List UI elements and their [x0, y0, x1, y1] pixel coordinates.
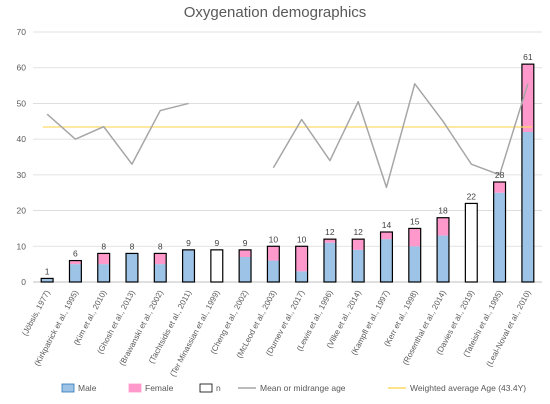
bar-female-7: [239, 249, 252, 257]
mean-age-line-segment-0: [46, 102, 189, 165]
y-axis-ticks: 0 10 20 30 40 50 60 70: [17, 27, 27, 287]
bar-n-outline-14: [436, 217, 450, 283]
bar-n-outline-8: [266, 245, 280, 283]
legend-swatch-n: [199, 383, 213, 393]
x-category-label-0: (Jöbsis, 1977): [20, 288, 52, 337]
bar-n-outline-0: [40, 277, 54, 283]
bar-n-outline-7: [238, 249, 252, 283]
y-tick-label-10: 10: [17, 241, 27, 251]
legend-label-mean-age: Mean or midrange age: [260, 383, 346, 393]
n-label-15: 22: [467, 191, 477, 201]
legend-item-female: Female: [128, 383, 174, 393]
y-tick-label-60: 60: [17, 63, 27, 73]
legend-label-female: Female: [145, 383, 174, 393]
n-label-7: 9: [243, 238, 248, 248]
bar-n-outline-1: [68, 259, 82, 283]
bar-male-9: [295, 271, 308, 282]
bar-n-outline-13: [408, 227, 422, 283]
bar-female-4: [154, 253, 167, 265]
y-tick-label-40: 40: [17, 134, 27, 144]
bar-male-10: [323, 242, 336, 282]
bar-female-14: [437, 217, 449, 236]
bar-male-12: [380, 239, 393, 282]
bars: [40, 63, 535, 283]
bar-female-2: [97, 253, 110, 265]
bar-male-0: [41, 278, 54, 282]
bar-n-outline-11: [351, 238, 365, 283]
bar-male-1: [69, 264, 82, 282]
n-label-17: 61: [523, 52, 533, 62]
n-label-16: 28: [495, 170, 505, 180]
y-tick-label-30: 30: [17, 170, 27, 180]
bar-male-11: [352, 249, 365, 282]
bar-n-outline-10: [323, 238, 337, 283]
bar-female-11: [352, 239, 365, 250]
legend-label-male: Male: [78, 383, 97, 393]
bar-male-4: [154, 264, 167, 282]
bar-n-outline-2: [97, 252, 111, 283]
bar-male-16: [493, 192, 506, 282]
n-label-1: 6: [73, 249, 78, 259]
bar-n-15: [464, 202, 478, 283]
bar-male-13: [408, 246, 421, 282]
y-tick-label-50: 50: [17, 98, 27, 108]
legend-label-weighted-average: Weighted average Age (43.4Y): [410, 383, 526, 393]
bar-n-outline-4: [153, 252, 167, 283]
chart-title: Oxygenation demographics: [184, 4, 367, 21]
x-category-label-6: (Ter Minassian et al., 1999): [168, 288, 221, 378]
legend-item-male: Male: [61, 383, 97, 393]
n-label-3: 8: [130, 241, 135, 251]
bar-male-3: [126, 253, 138, 282]
bar-female-8: [267, 246, 280, 261]
mean-age-line-segment-1: [272, 83, 529, 189]
n-label-11: 12: [353, 227, 363, 237]
legend-label-n: n: [216, 383, 221, 393]
y-tick-label-70: 70: [17, 27, 27, 37]
bar-female-16: [493, 182, 506, 193]
n-label-4: 8: [158, 241, 163, 251]
n-label-8: 10: [269, 234, 279, 244]
y-tick-label-0: 0: [21, 277, 26, 287]
bar-n-outline-3: [125, 252, 139, 283]
legend-item-weighted-average-age: Weighted average Age (43.4Y): [388, 383, 526, 393]
n-label-5: 9: [186, 238, 191, 248]
bar-n-outline-16: [493, 181, 507, 283]
bar-male-7: [239, 257, 252, 282]
bar-male-14: [437, 235, 449, 282]
n-label-12: 14: [382, 220, 392, 230]
gridlines: [33, 31, 542, 283]
bar-male-5: [182, 249, 195, 282]
bar-female-1: [69, 260, 82, 265]
bar-n-outline-5: [181, 249, 196, 283]
n-label-9: 10: [297, 234, 307, 244]
bar-n-outline-12: [379, 231, 394, 283]
n-data-labels: 1 6 8 8 8 9 9 9 10 10 12 12 14 15 18 22 28 61: [45, 52, 533, 276]
bar-female-10: [323, 239, 336, 243]
lines: [42, 83, 533, 189]
bar-female-17: [521, 64, 534, 132]
x-axis-category-labels: (Jöbsis, 1977)(Kirkpatrick et al., 1995)…: [20, 288, 532, 378]
n-label-2: 8: [101, 241, 106, 251]
bar-female-12: [380, 232, 393, 240]
bar-n-outline-9: [295, 245, 309, 283]
legend-swatch-male: [61, 383, 75, 393]
legend: Male Female n Mean or midrange age Weigh…: [61, 383, 526, 393]
bar-male-17: [521, 132, 534, 282]
bar-female-9: [295, 246, 308, 272]
n-label-13: 15: [410, 216, 420, 226]
bar-male-8: [267, 260, 280, 282]
n-label-0: 1: [45, 266, 50, 276]
n-label-10: 12: [325, 227, 335, 237]
legend-swatch-female: [128, 383, 142, 393]
bar-n-6: [210, 249, 224, 283]
n-label-14: 18: [438, 206, 448, 216]
legend-item-n: n: [199, 383, 221, 393]
legend-item-mean-age: Mean or midrange age: [238, 383, 346, 393]
bar-male-2: [97, 264, 110, 282]
bar-n-outline-17: [521, 63, 535, 283]
n-label-6: 9: [214, 238, 219, 248]
bar-female-13: [408, 228, 421, 247]
y-tick-label-20: 20: [17, 206, 27, 216]
